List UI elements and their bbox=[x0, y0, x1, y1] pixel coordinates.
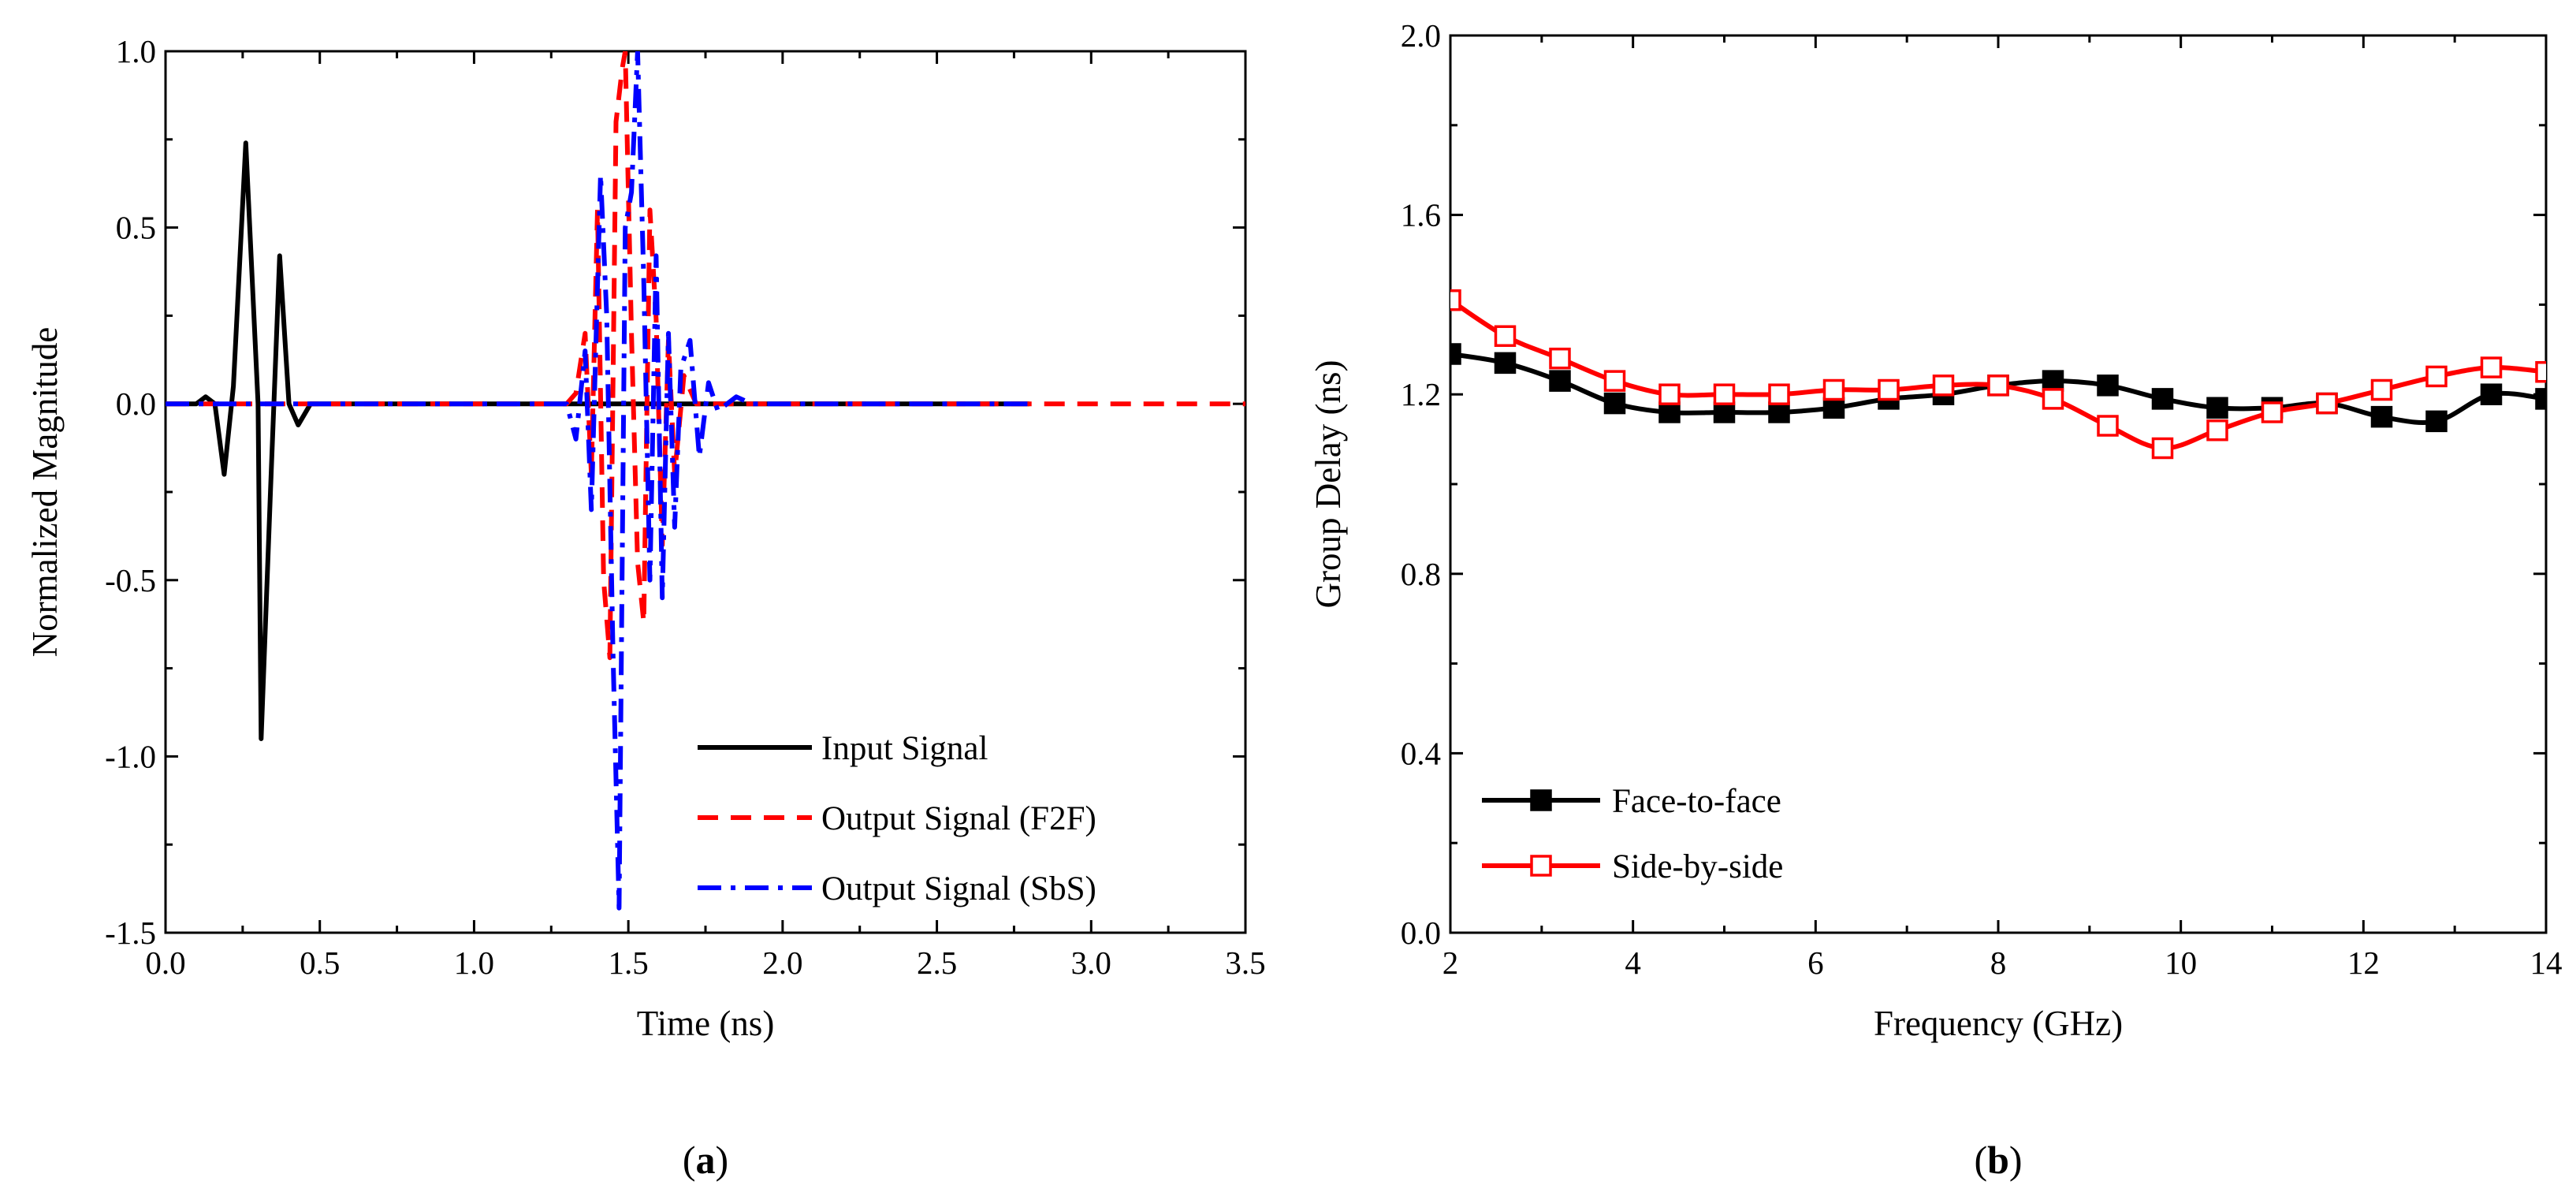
x-tick-label: 3.5 bbox=[1225, 945, 1265, 981]
x-tick-label: 2.5 bbox=[917, 945, 957, 981]
y-tick-label: 0.8 bbox=[1401, 556, 1441, 592]
series-group bbox=[1450, 289, 2546, 460]
data-marker-side-by-side bbox=[2316, 392, 2338, 415]
y-tick-label: 0.0 bbox=[116, 386, 156, 422]
x-tick-label: 3.0 bbox=[1071, 945, 1111, 981]
data-marker-face-to-face bbox=[2370, 405, 2393, 428]
chart-panel-a: 0.0 0.5 1.0 1.5 2.0 2.5 3.0 3.5 -1.5 -1.0 -0.5 0.0 0… bbox=[25, 33, 1266, 1182]
data-marker-side-by-side bbox=[1494, 325, 1517, 347]
legend-label: Face-to-face bbox=[1612, 783, 1781, 820]
y-tick-label: -1.0 bbox=[105, 738, 156, 774]
data-marker-side-by-side bbox=[2042, 388, 2064, 410]
data-marker-face-to-face bbox=[1450, 343, 1461, 365]
y-tick-label: -1.5 bbox=[105, 915, 156, 951]
data-marker-side-by-side bbox=[1549, 347, 1571, 370]
y-tick-label: 2.0 bbox=[1401, 17, 1441, 54]
y-tick-label: 0.0 bbox=[1401, 915, 1441, 951]
x-tick-label: 14 bbox=[2530, 945, 2563, 981]
data-marker-side-by-side bbox=[2370, 378, 2393, 401]
chart-panel-b: 2 4 6 8 10 12 14 0.0 0.4 0.8 1.2 1.6 2.0 Frequency (G… bbox=[1308, 17, 2563, 1182]
data-marker-face-to-face bbox=[1549, 370, 1571, 392]
x-tick-label: 8 bbox=[1990, 945, 2007, 981]
data-marker-face-to-face bbox=[1713, 401, 1736, 423]
data-marker-side-by-side bbox=[1878, 378, 1900, 401]
series-group bbox=[166, 51, 1245, 911]
y-axis-label: Group Delay (ns) bbox=[1308, 360, 1348, 609]
data-marker-side-by-side bbox=[2206, 419, 2228, 442]
data-marker-face-to-face bbox=[1822, 397, 1845, 419]
x-tick-label: 2 bbox=[1442, 945, 1459, 981]
x-tick-label: 4 bbox=[1625, 945, 1641, 981]
data-marker-face-to-face bbox=[1603, 392, 1626, 415]
legend-label: Output Signal (SbS) bbox=[821, 870, 1096, 907]
data-marker-side-by-side bbox=[1603, 370, 1626, 392]
x-tick-label: 0.5 bbox=[300, 945, 340, 981]
data-marker-face-to-face bbox=[2042, 370, 2064, 392]
y-tick-label: 1.2 bbox=[1401, 376, 1441, 412]
data-marker-side-by-side bbox=[1987, 375, 2009, 397]
data-marker-face-to-face bbox=[2480, 383, 2503, 405]
data-marker-side-by-side bbox=[2480, 356, 2503, 378]
y-tick-label: 0.4 bbox=[1401, 735, 1441, 771]
data-marker-side-by-side bbox=[2425, 365, 2448, 388]
data-marker-face-to-face bbox=[2097, 375, 2119, 397]
legend-label: Side-by-side bbox=[1612, 848, 1783, 885]
data-marker-side-by-side bbox=[1822, 378, 1845, 401]
legend-marker bbox=[1530, 855, 1552, 877]
panel-label: (b) bbox=[1974, 1138, 2022, 1182]
legend: Face-to-face Side-by-side bbox=[1482, 783, 1783, 885]
legend-label: Output Signal (F2F) bbox=[821, 800, 1096, 837]
x-axis-label: Time (ns) bbox=[637, 1004, 775, 1043]
data-marker-side-by-side bbox=[2535, 361, 2546, 383]
x-axis-label: Frequency (GHz) bbox=[1874, 1004, 2123, 1043]
data-marker-side-by-side bbox=[2261, 401, 2284, 423]
legend-label: Input Signal bbox=[821, 730, 988, 767]
data-marker-side-by-side bbox=[1768, 383, 1790, 405]
series-line-output-signal-f2f- bbox=[166, 51, 1245, 661]
data-marker-face-to-face bbox=[2425, 410, 2448, 433]
data-marker-face-to-face bbox=[1768, 401, 1790, 423]
data-marker-side-by-side bbox=[1450, 289, 1461, 311]
x-tick-label: 6 bbox=[1807, 945, 1824, 981]
data-marker-face-to-face bbox=[1658, 401, 1681, 423]
x-tick-label: 1.5 bbox=[609, 945, 649, 981]
data-marker-side-by-side bbox=[2097, 415, 2119, 437]
data-marker-face-to-face bbox=[1494, 352, 1517, 375]
data-marker-face-to-face bbox=[2535, 388, 2546, 410]
panel-label: (a) bbox=[683, 1138, 728, 1182]
y-tick-label: 0.5 bbox=[116, 210, 156, 246]
data-marker-face-to-face bbox=[2206, 397, 2228, 419]
data-marker-side-by-side bbox=[2151, 437, 2174, 460]
y-axis-label: Normalized Magnitude bbox=[25, 327, 65, 658]
data-marker-face-to-face bbox=[2151, 388, 2174, 410]
data-marker-side-by-side bbox=[1932, 375, 1955, 397]
series-line-output-signal-sbs- bbox=[166, 51, 1029, 911]
x-tick-label: 0.0 bbox=[145, 945, 185, 981]
data-marker-side-by-side bbox=[1713, 383, 1736, 405]
data-marker-side-by-side bbox=[1658, 383, 1681, 405]
x-tick-label: 2.0 bbox=[762, 945, 802, 981]
x-tick-label: 12 bbox=[2347, 945, 2380, 981]
x-tick-label: 1.0 bbox=[454, 945, 494, 981]
legend-marker bbox=[1530, 789, 1552, 811]
x-tick-label: 10 bbox=[2165, 945, 2197, 981]
y-tick-label: 1.0 bbox=[116, 33, 156, 69]
y-tick-label: 1.6 bbox=[1401, 197, 1441, 233]
y-tick-label: -0.5 bbox=[105, 562, 156, 598]
legend: Input Signal Output Signal (F2F) Output Si… bbox=[698, 730, 1096, 907]
